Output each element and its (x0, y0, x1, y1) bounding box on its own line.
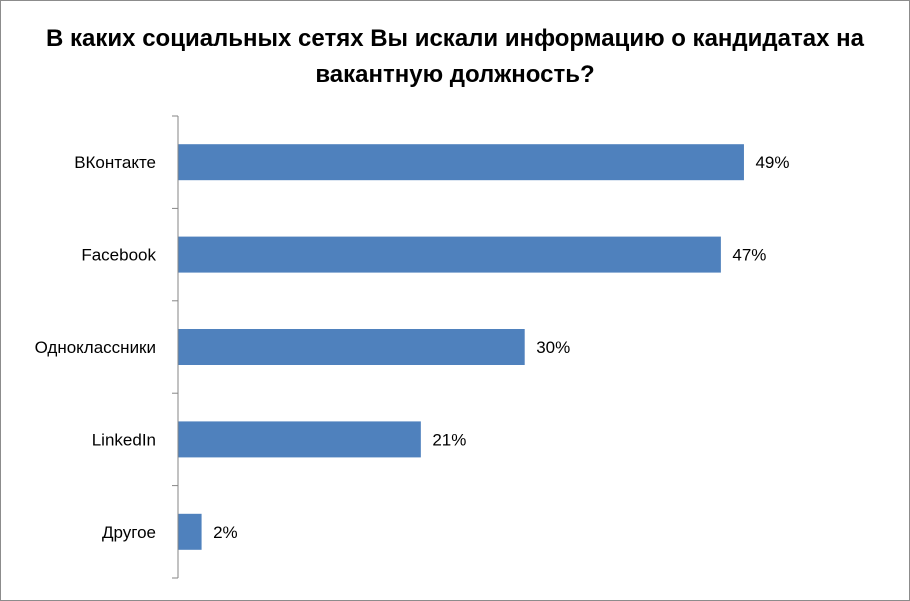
category-label: Одноклассники (35, 338, 156, 357)
bar (178, 513, 202, 550)
value-label: 49% (755, 153, 789, 172)
category-label: ВКонтакте (74, 153, 156, 172)
axis-layer (172, 115, 179, 579)
bar (178, 236, 721, 273)
chart-title: В каких социальных сетях Вы искали инфор… (46, 25, 864, 88)
category-label: Facebook (81, 246, 156, 265)
bar (178, 144, 744, 181)
value-label: 21% (432, 430, 466, 449)
category-label: LinkedIn (92, 430, 156, 449)
bar (178, 329, 525, 365)
bar (178, 421, 421, 458)
value-label: 30% (536, 338, 570, 357)
category-label: Другое (102, 523, 156, 542)
value-label: 2% (213, 523, 238, 542)
value-label: 47% (732, 246, 766, 265)
bars-layer (178, 144, 744, 550)
labels-layer: ВКонтакте 49% Facebook 47% Одноклассники 30% L… (35, 153, 790, 542)
